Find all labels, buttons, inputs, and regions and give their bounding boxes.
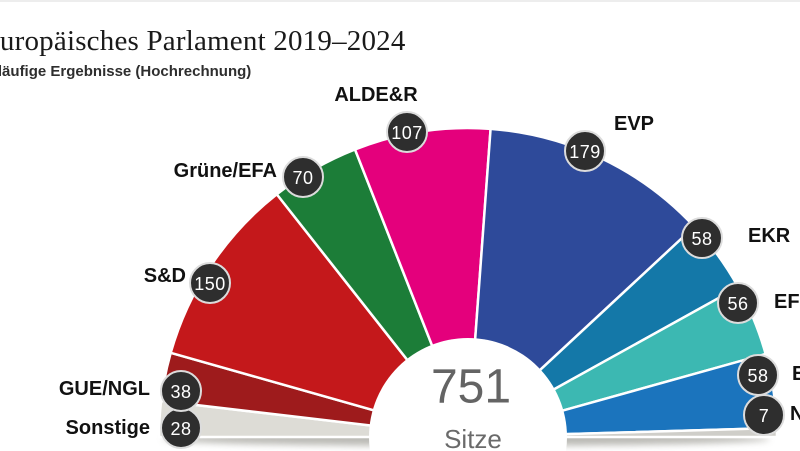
seat-badge-gr-ne-efa xyxy=(282,156,324,198)
page-title: Europäisches Parlament 2019–2024 xyxy=(0,25,406,57)
seat-badge-evp xyxy=(564,130,606,172)
seat-count-evp: 179 xyxy=(569,142,601,162)
seat-badge-s-d xyxy=(189,262,231,304)
legend-item-gue-ngl: 38 GUE/NGL xyxy=(59,370,202,412)
seat-count-s-d: 150 xyxy=(194,274,226,294)
seat-count-gr-ne-efa: 70 xyxy=(292,168,313,188)
hemicycle-inner-circle xyxy=(369,338,567,451)
party-label-sonstige: Sonstige xyxy=(66,417,150,439)
page-subtitle: Vorläufige Ergebnisse (Hochrechnung) xyxy=(0,63,252,80)
party-label-alde-r: ALDE&R xyxy=(334,84,418,106)
legend-item-alde-r: 107 ALDE&R xyxy=(334,84,428,153)
seat-count-efdd: 56 xyxy=(727,294,748,314)
party-label-s-d: S&D xyxy=(144,265,186,287)
legend-item-gr-ne-efa: 70 Grüne/EFA xyxy=(174,156,324,198)
party-label-enf: ENF xyxy=(792,363,800,385)
legend-item-ekr: 58 EKR xyxy=(681,217,791,259)
party-label-ekr: EKR xyxy=(748,225,791,247)
party-label-efdd: EFDD xyxy=(774,291,800,313)
seat-badge-ekr xyxy=(681,217,723,259)
legend-item-sonstige: 28 Sonstige xyxy=(66,407,202,449)
legend-item-enf: 58 ENF xyxy=(737,354,800,396)
party-label-gue-ngl: GUE/NGL xyxy=(59,378,150,400)
party-label-evp: EVP xyxy=(614,113,654,135)
party-label-ni: NI xyxy=(790,403,800,425)
seat-count-gue-ngl: 38 xyxy=(170,382,191,402)
seat-count-enf: 58 xyxy=(747,366,768,386)
party-label-gr-ne-efa: Grüne/EFA xyxy=(174,160,277,182)
seat-badge-gue-ngl xyxy=(160,370,202,412)
seat-count-ni: 7 xyxy=(759,406,770,426)
seat-count-ekr: 58 xyxy=(691,229,712,249)
total-seats-caption: Sitze xyxy=(444,424,502,451)
seat-badge-ni xyxy=(743,394,785,436)
legend-item-evp: 179 EVP xyxy=(564,113,654,172)
legend-item-efdd: 56 EFDD xyxy=(717,282,800,324)
top-border-line xyxy=(0,0,800,2)
seat-badge-alde-r xyxy=(386,111,428,153)
seat-count-sonstige: 28 xyxy=(170,419,191,439)
legend-item-s-d: 150 S&D xyxy=(144,262,231,304)
seat-badge-efdd xyxy=(717,282,759,324)
legend-item-ni: 7 NI xyxy=(743,394,800,436)
total-seats-value: 751 xyxy=(431,361,511,414)
seat-count-alde-r: 107 xyxy=(391,123,423,143)
